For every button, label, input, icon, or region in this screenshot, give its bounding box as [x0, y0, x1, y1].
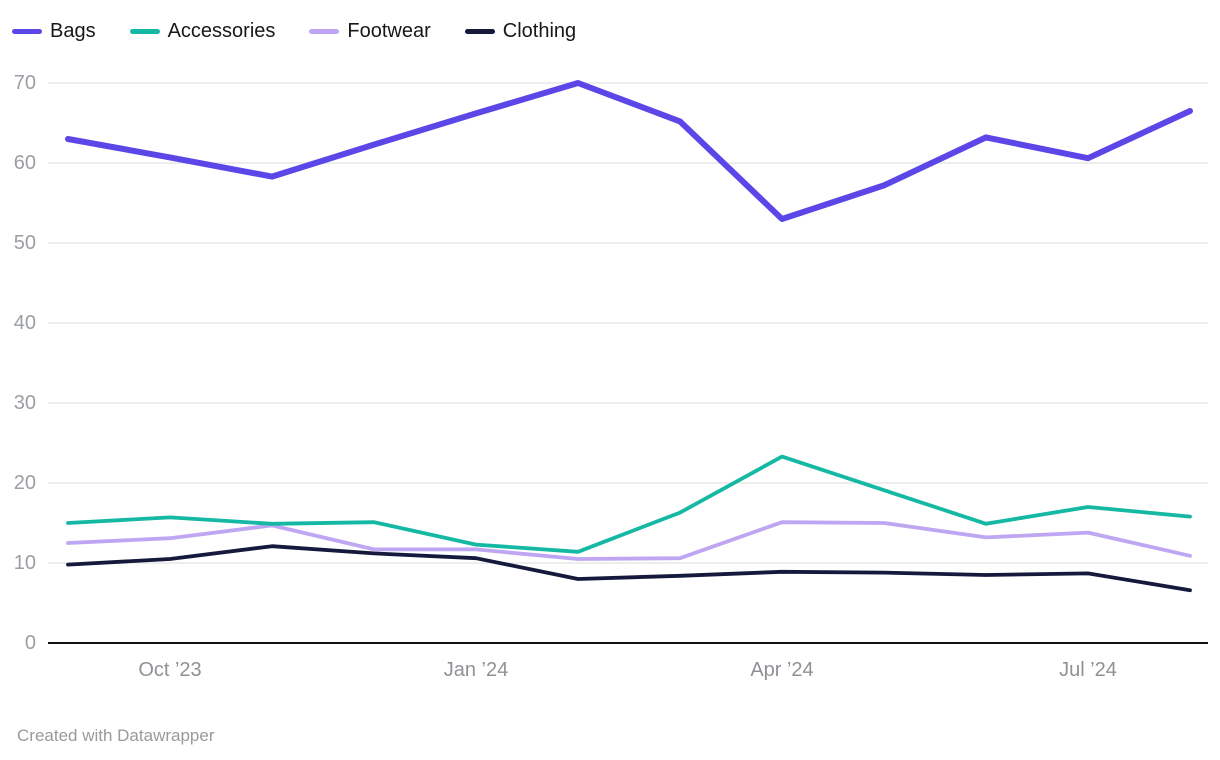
- y-tick-label-0: 0: [24, 632, 36, 654]
- legend-item-clothing: Clothing: [464, 19, 577, 43]
- legend-label: Clothing: [502, 20, 577, 42]
- y-tick-label-30: 30: [13, 392, 36, 414]
- legend: Bags Accessories Footwear Clothing: [12, 19, 576, 43]
- series-line-clothing[interactable]: [66, 544, 1192, 593]
- legend-label: Footwear: [347, 20, 431, 42]
- legend-swatch-footwear: [309, 28, 340, 34]
- y-tick-label-60: 60: [13, 152, 36, 174]
- legend-item-accessories: Accessories: [129, 19, 276, 43]
- series-line-accessories[interactable]: [66, 454, 1192, 554]
- credit-text: Created with Datawrapper: [17, 726, 215, 745]
- series-line-footwear[interactable]: [66, 520, 1192, 561]
- y-tick-label-10: 10: [13, 552, 36, 574]
- legend-label: Bags: [50, 20, 96, 42]
- x-tick-label-jan-24: Jan ’24: [443, 659, 509, 681]
- legend-item-footwear: Footwear: [309, 19, 431, 43]
- y-tick-label-20: 20: [13, 472, 36, 494]
- legend-label: Accessories: [167, 20, 276, 42]
- series-line-bags[interactable]: [65, 80, 1193, 222]
- x-tick-label-oct-23: Oct ’23: [138, 659, 202, 681]
- x-tick-label-apr-24: Apr ’24: [750, 659, 814, 681]
- legend-swatch-clothing: [464, 28, 495, 34]
- legend-swatch-bags: [12, 28, 42, 34]
- x-tick-label-jul-24: Jul ’24: [1059, 659, 1117, 681]
- y-tick-label-50: 50: [13, 232, 36, 254]
- y-tick-label-40: 40: [13, 312, 36, 334]
- y-tick-label-70: 70: [13, 72, 36, 94]
- legend-swatch-accessories: [129, 28, 160, 34]
- legend-item-bags: Bags: [12, 19, 96, 43]
